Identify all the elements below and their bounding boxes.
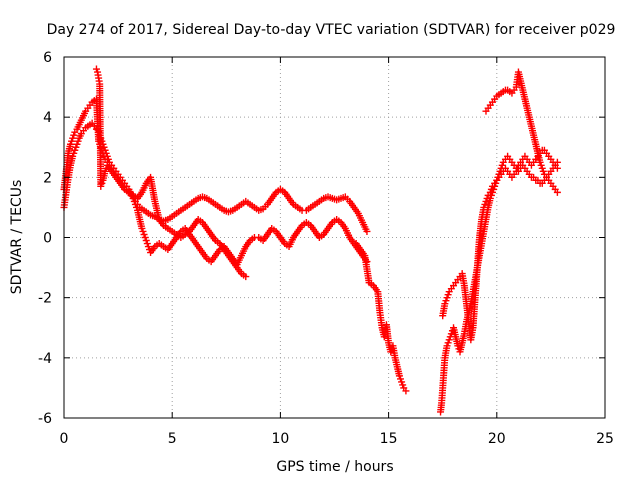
series-sdtvar-track-g	[482, 68, 561, 196]
data-point	[553, 164, 561, 172]
data-points	[60, 65, 561, 416]
x-tick-label: 5	[168, 431, 177, 447]
data-point	[242, 273, 250, 281]
x-tick-label: 10	[271, 431, 289, 447]
series-sdtvar-track-c	[92, 65, 250, 281]
y-tick-label: 6	[43, 50, 52, 66]
y-tick-label: 2	[43, 170, 52, 186]
y-axis-title: SDTVAR / TECUs	[9, 180, 25, 295]
data-point	[553, 188, 561, 196]
x-tick-label: 25	[596, 431, 614, 447]
chart-title: Day 274 of 2017, Sidereal Day-to-day VTE…	[47, 22, 616, 38]
series-sdtvar-track-d	[352, 240, 410, 395]
x-tick-label: 0	[60, 431, 69, 447]
y-tick-label: -2	[38, 291, 52, 307]
x-tick-label: 15	[380, 431, 398, 447]
x-tick-label: 20	[488, 431, 506, 447]
series-sdtvar-track-b	[60, 119, 371, 269]
series-sdtvar-track-f	[439, 146, 561, 344]
data-point	[363, 227, 371, 235]
tick-labels: 0 5 10 15 20 25 -6 -4 -2 0 2 4 6	[38, 50, 614, 447]
y-tick-label: 4	[43, 110, 52, 126]
x-axis-title: GPS time / hours	[276, 459, 393, 475]
y-tick-label: -6	[38, 411, 52, 427]
axis-ticks	[63, 56, 606, 419]
grid-lines	[64, 57, 605, 418]
data-point	[402, 387, 410, 395]
y-tick-label: -4	[38, 351, 52, 367]
y-tick-label: 0	[43, 231, 52, 247]
